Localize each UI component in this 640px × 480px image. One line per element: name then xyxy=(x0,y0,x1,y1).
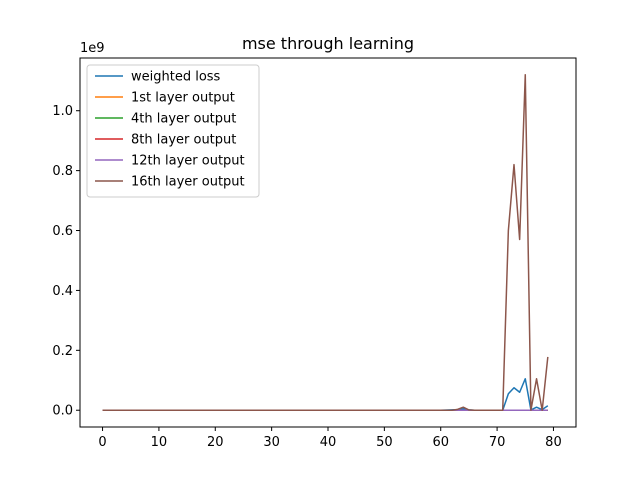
y-tick-label: 0.2 xyxy=(52,344,73,359)
y-tick-label: 0.0 xyxy=(52,404,73,419)
series-lines xyxy=(102,74,549,411)
series-line-5 xyxy=(102,74,549,411)
x-tick-label: 10 xyxy=(151,435,168,450)
legend-label: weighted loss xyxy=(131,70,221,85)
y-tick-label: 0.8 xyxy=(52,164,73,179)
x-tick-label: 0 xyxy=(98,435,106,450)
legend-box xyxy=(86,64,260,198)
x-tick-label: 70 xyxy=(489,435,506,450)
x-tick-label: 30 xyxy=(263,435,280,450)
x-axis-ticks: 0 10 20 30 40 50 60 70 80 xyxy=(98,427,562,450)
y-offset-label: 1e9 xyxy=(80,41,105,56)
legend: weighted loss 1st layer output 4th layer o… xyxy=(86,64,260,198)
x-tick-label: 20 xyxy=(207,435,224,450)
chart-title: mse through learning xyxy=(242,34,414,53)
y-tick-label: 0.6 xyxy=(52,224,73,239)
legend-label: 12th layer output xyxy=(131,154,245,169)
y-tick-label: 1.0 xyxy=(52,104,73,119)
legend-label: 16th layer output xyxy=(131,175,245,190)
legend-label: 4th layer output xyxy=(131,112,236,127)
legend-label: 1st layer output xyxy=(131,91,235,106)
x-tick-label: 80 xyxy=(545,435,562,450)
x-tick-label: 60 xyxy=(432,435,449,450)
y-tick-label: 0.4 xyxy=(52,284,73,299)
legend-label: 8th layer output xyxy=(131,133,236,148)
x-tick-label: 50 xyxy=(376,435,393,450)
x-tick-label: 40 xyxy=(320,435,337,450)
plot-area-frame xyxy=(79,57,577,428)
y-axis-ticks: 0.0 0.2 0.4 0.6 0.8 1.0 xyxy=(52,104,80,419)
